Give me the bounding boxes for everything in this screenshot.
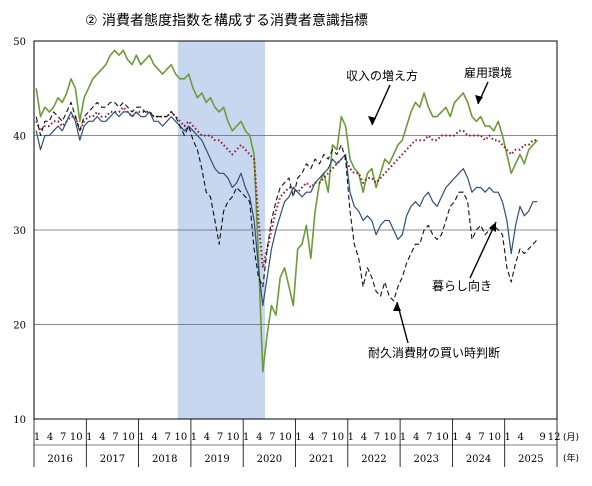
x-year-label: 2018 [152, 454, 177, 465]
x-year-label: 2025 [518, 454, 543, 465]
y-tick-label: 40 [13, 132, 26, 143]
arrowhead-durables [393, 302, 401, 311]
y-tick-label: 50 [13, 37, 26, 48]
x-year-label: 2022 [361, 454, 386, 465]
x-month-tick-label: 7 [165, 432, 171, 443]
label-income: 収入の増え方 [346, 68, 418, 83]
series-line-income [35, 106, 538, 269]
x-month-tick-label: 10 [384, 432, 397, 443]
x-year-label: 2016 [47, 454, 72, 465]
x-month-tick-label: 7 [269, 432, 275, 443]
x-month-tick-label: 1 [86, 432, 92, 443]
label-employment: 雇用環境 [464, 65, 512, 80]
x-month-tick-label: 1 [243, 432, 249, 443]
x-month-tick-label: 1 [34, 432, 40, 443]
x-month-tick-label: 10 [70, 432, 83, 443]
x-year-label: 2017 [100, 454, 125, 465]
y-tick-label: 20 [13, 321, 26, 332]
x-month-tick-label: 4 [151, 432, 157, 443]
x-year-label: 2024 [466, 454, 491, 465]
series-line-employment [35, 49, 538, 373]
x-month-tick-label: 10 [122, 432, 135, 443]
series-line-durables [35, 101, 538, 302]
x-month-tick-label: 10 [436, 432, 449, 443]
x-month-tick-label: 10 [331, 432, 344, 443]
x-month-tick-label: 10 [227, 432, 240, 443]
x-month-tick-label: 4 [204, 432, 210, 443]
y-axis: 10 20 30 40 50 [13, 37, 26, 426]
series-line-livelihood [35, 111, 538, 307]
x-month-tick-label: 1 [505, 432, 511, 443]
y-tick-label: 10 [13, 415, 26, 426]
x-month-tick-label: 7 [217, 432, 223, 443]
x-month-tick-label: 4 [518, 432, 524, 443]
x-month-tick-label: 1 [452, 432, 458, 443]
x-month-tick-label: 1 [138, 432, 144, 443]
x-year-label: 2021 [309, 454, 334, 465]
arrowhead-income [368, 116, 376, 125]
x-month-tick-label: 10 [174, 432, 187, 443]
x-year-label: 2020 [257, 454, 282, 465]
x-month-tick-label: 4 [47, 432, 53, 443]
x-month-tick-label: 7 [426, 432, 432, 443]
x-month-tick-label: 4 [413, 432, 419, 443]
label-livelihood: 暮らし向き [432, 278, 492, 293]
y-tick-label: 30 [13, 226, 26, 237]
x-month-tick-label: 9 [539, 432, 545, 443]
x-month-tick-label: 4 [361, 432, 367, 443]
x-month-tick-label: 4 [465, 432, 471, 443]
x-month-tick-label: 7 [60, 432, 66, 443]
arrowhead-employment [475, 95, 483, 104]
x-month-tick-label: 1 [191, 432, 197, 443]
chart-title: ② 消費者態度指数を構成する消費者意識指標 [85, 12, 368, 29]
x-month-tick-label: 10 [279, 432, 292, 443]
x-month-tick-label: 7 [321, 432, 327, 443]
x-year-label: 2023 [414, 454, 439, 465]
x-month-tick-label: 12 [548, 432, 561, 443]
x-month-tick-label: 7 [478, 432, 484, 443]
x-month-tick-label: 4 [308, 432, 314, 443]
x-month-tick-label: 7 [112, 432, 118, 443]
arrowhead-livelihood [489, 222, 496, 232]
x-month-tick-label: 10 [488, 432, 501, 443]
series-layer [35, 49, 538, 373]
label-durables: 耐久消費財の買い時判断 [368, 345, 500, 360]
grid [34, 135, 557, 325]
arrow-livelihood [469, 221, 497, 279]
x-month-tick-label: 1 [295, 432, 301, 443]
x-month-tick-label: 4 [256, 432, 262, 443]
x-month-tick-label: 4 [99, 432, 105, 443]
x-month-tick-label: 7 [374, 432, 380, 443]
month-unit-label: (月) [563, 432, 579, 443]
x-month-tick-label: 1 [400, 432, 406, 443]
year-unit-label: (年) [563, 452, 579, 464]
x-year-label: 2019 [204, 454, 229, 465]
x-month-tick-label: 1 [348, 432, 354, 443]
